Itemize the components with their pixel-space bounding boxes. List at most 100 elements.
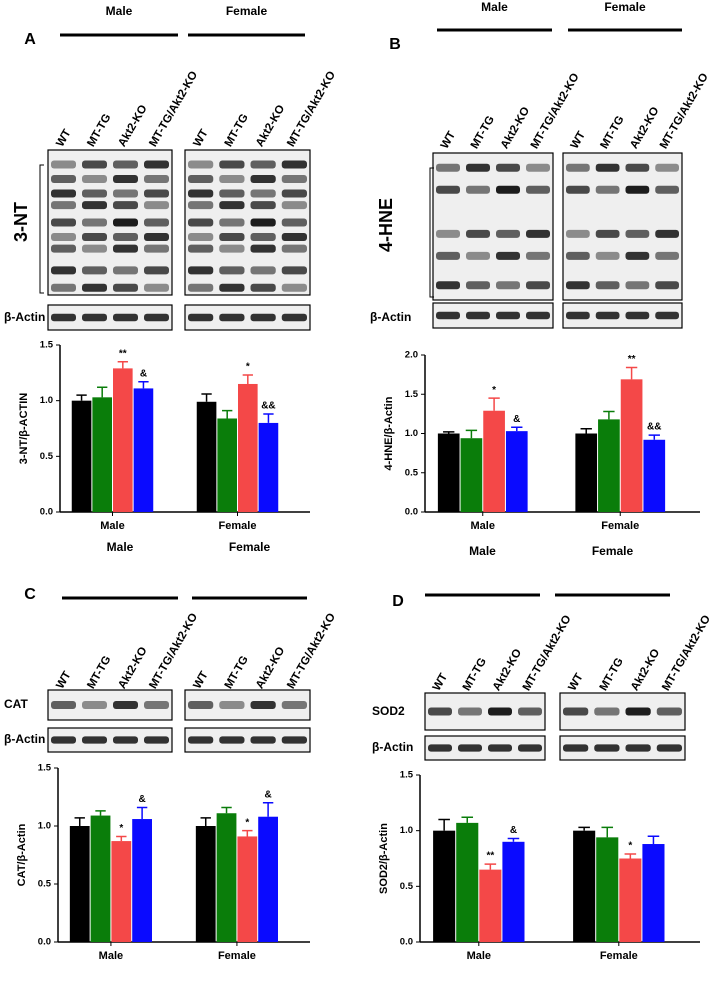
- bar: [479, 869, 502, 942]
- blot-band: [144, 313, 169, 322]
- blot-band: [466, 251, 490, 260]
- blot-band: [188, 313, 214, 322]
- y-axis-label: 3-NT/β-ACTIN: [18, 393, 30, 465]
- blot-band: [250, 244, 276, 253]
- blot-band: [625, 229, 650, 238]
- blot-band: [656, 707, 682, 716]
- significance-label: &: [138, 794, 145, 805]
- blot-band: [594, 744, 620, 752]
- bar: [217, 418, 237, 512]
- blot-band: [82, 283, 107, 292]
- blot-band: [655, 311, 679, 320]
- bar: [238, 383, 258, 512]
- blot-band: [250, 736, 276, 744]
- error-bar: [484, 863, 497, 870]
- blot-band: [526, 229, 550, 238]
- lane-label: WT: [54, 670, 73, 691]
- lane-label: MT-TG: [598, 114, 626, 151]
- lane-label: Akt2-KO: [254, 645, 287, 691]
- y-tick-label: 1.0: [38, 821, 51, 832]
- panel-letter: A: [24, 31, 36, 48]
- error-bar: [443, 431, 455, 434]
- blot-band: [566, 229, 590, 238]
- error-bar: [603, 410, 615, 420]
- bar: [237, 836, 258, 942]
- significance-label: &&: [647, 422, 661, 433]
- blot-band: [526, 163, 550, 172]
- x-tick-label: Female: [219, 520, 257, 532]
- blot-band: [428, 744, 452, 752]
- x-tick-label: Female: [601, 520, 639, 532]
- blot-band: [113, 244, 138, 253]
- group-label: Female: [592, 544, 634, 558]
- blot-band: [51, 160, 76, 169]
- y-tick-label: 0.0: [40, 507, 53, 518]
- blot-band: [496, 311, 520, 320]
- error-bar: [97, 386, 108, 398]
- blot-band: [144, 160, 169, 169]
- y-tick-label: 1.5: [38, 763, 52, 774]
- error-bar: [116, 835, 127, 842]
- blot-band: [496, 163, 520, 172]
- blot: [562, 152, 683, 301]
- blot-band: [144, 175, 169, 183]
- blot-band: [188, 233, 214, 241]
- blot-band: [466, 185, 490, 194]
- error-bar: [262, 802, 274, 817]
- bar: [195, 826, 216, 942]
- blot-band: [496, 281, 520, 290]
- blot-band: [496, 229, 520, 238]
- blot-band: [458, 744, 482, 752]
- blot-band: [113, 736, 138, 744]
- x-tick-label: Male: [100, 520, 124, 532]
- lane-label: MT-TG/Akt2-KO: [660, 613, 709, 693]
- blot-band: [250, 283, 276, 292]
- blot-band: [51, 313, 76, 322]
- significance-label: **: [119, 348, 127, 359]
- blot-band: [188, 175, 214, 183]
- group-label: Male: [107, 540, 134, 554]
- y-tick-label: 0.0: [400, 937, 413, 948]
- error-bar: [647, 835, 660, 845]
- blot-band: [82, 313, 107, 322]
- blot-band: [51, 233, 76, 241]
- significance-label: *: [628, 841, 632, 852]
- lane-label: MT-TG: [85, 654, 113, 691]
- bar: [258, 816, 278, 942]
- blot-band: [655, 251, 679, 260]
- bar: [433, 830, 456, 942]
- blot-band: [436, 229, 460, 238]
- blot-band: [625, 163, 650, 172]
- bar: [113, 368, 133, 512]
- lane-label: Akt2-KO: [116, 645, 149, 691]
- blot-band: [655, 163, 679, 172]
- blot-band: [250, 233, 276, 241]
- error-bar: [601, 826, 614, 838]
- y-tick-label: 1.5: [400, 770, 414, 781]
- bar: [502, 841, 525, 942]
- blot-band: [82, 160, 107, 169]
- error-bar: [221, 806, 232, 814]
- blot-band: [566, 185, 590, 194]
- blot-band: [436, 163, 460, 172]
- lane-label: WT: [431, 672, 450, 693]
- error-bar: [461, 816, 474, 823]
- target-label: CAT: [4, 697, 28, 711]
- blot-band: [51, 201, 76, 210]
- blot-band: [625, 185, 650, 194]
- blot-band: [219, 313, 245, 322]
- lane-label: MT-TG: [461, 656, 489, 693]
- error-bar: [263, 413, 274, 423]
- blot-band: [219, 175, 245, 183]
- significance-label: &&: [261, 401, 275, 412]
- blot-band: [219, 160, 245, 169]
- blot-band: [82, 266, 107, 275]
- error-bar: [138, 380, 149, 389]
- blot-band: [281, 160, 307, 169]
- blot-band: [82, 175, 107, 183]
- bar: [71, 400, 92, 512]
- blot-band: [436, 251, 460, 260]
- error-bar: [648, 434, 660, 440]
- lane-label: MT-TG/Akt2-KO: [658, 71, 709, 151]
- blot-band: [219, 233, 245, 241]
